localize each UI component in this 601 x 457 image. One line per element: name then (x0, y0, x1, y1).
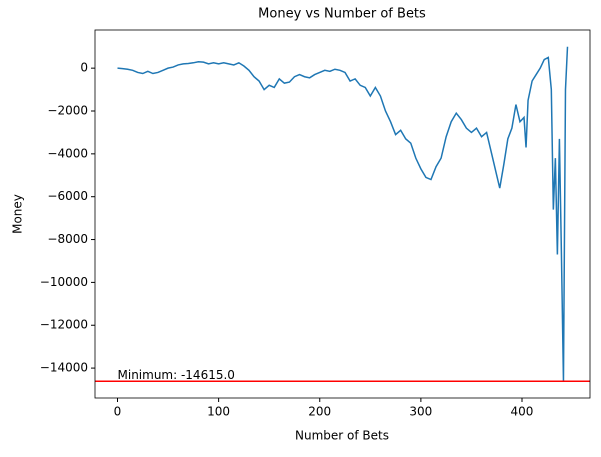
x-axis-label: Number of Bets (295, 429, 389, 443)
x-tick-label: 300 (409, 405, 432, 419)
x-tick-label: 0 (114, 405, 122, 419)
y-axis-label: Money (11, 194, 25, 234)
y-tick-label: −10000 (40, 275, 88, 289)
chart-title: Money vs Number of Bets (258, 7, 426, 22)
y-tick-label: −12000 (40, 318, 88, 332)
y-tick-label: −8000 (47, 232, 88, 246)
y-tick-label: −14000 (40, 361, 88, 375)
y-tick-label: −2000 (47, 104, 88, 118)
plot-frame (94, 29, 591, 399)
x-tick-label: 100 (207, 405, 230, 419)
min-annotation: Minimum: -14615.0 (118, 368, 235, 382)
y-tick-label: −4000 (47, 146, 88, 160)
y-tick-label: −6000 (47, 189, 88, 203)
x-tick-label: 200 (308, 405, 331, 419)
x-tick-label: 400 (511, 405, 534, 419)
data-line (117, 46, 569, 382)
y-tick-label: 0 (80, 61, 88, 75)
